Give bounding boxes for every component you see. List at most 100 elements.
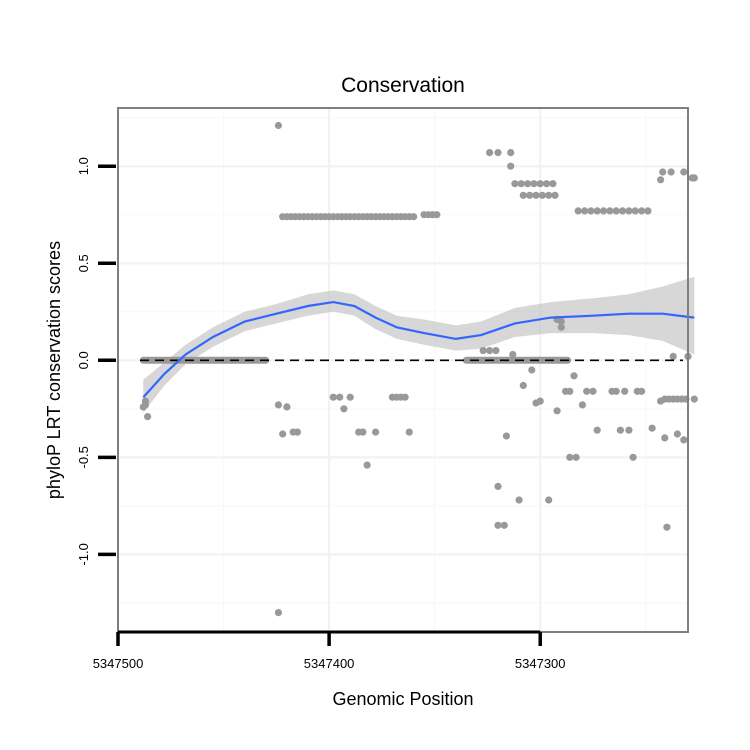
trend-line-layer: [142, 300, 695, 398]
confidence-band-layer: [143, 276, 695, 413]
data-point: [479, 347, 487, 355]
data-point: [502, 432, 510, 440]
data-point: [638, 207, 646, 215]
data-point: [526, 191, 534, 199]
data-point: [141, 397, 149, 405]
data-point: [545, 191, 553, 199]
data-point: [557, 323, 565, 331]
data-point: [524, 180, 532, 188]
data-point: [574, 207, 582, 215]
data-point: [657, 176, 665, 184]
data-point: [659, 168, 667, 176]
x-tick-label: 5347500: [93, 656, 144, 671]
data-point: [690, 174, 698, 182]
data-point: [669, 352, 677, 360]
data-point: [363, 461, 371, 469]
data-point: [583, 387, 591, 395]
data-point: [519, 191, 527, 199]
data-point: [549, 180, 557, 188]
data-point: [530, 180, 538, 188]
data-point: [144, 413, 152, 421]
data-point: [621, 387, 629, 395]
data-point: [410, 213, 418, 221]
data-point: [616, 426, 625, 434]
y-tick-label: 1.0: [76, 157, 91, 175]
y-axis-title: phyloP LRT conservation scores: [44, 241, 64, 499]
data-point: [359, 428, 367, 436]
data-point: [509, 350, 517, 359]
data-point: [612, 387, 620, 395]
data-point: [279, 430, 287, 438]
chart-title: Conservation: [341, 74, 465, 97]
data-point: [486, 149, 494, 157]
confidence-band: [143, 276, 695, 413]
y-tick-label: -0.5: [76, 446, 91, 468]
data-point: [690, 395, 698, 403]
data-point: [572, 453, 580, 461]
x-axis-title: Genomic Position: [332, 689, 473, 709]
data-point: [661, 434, 669, 442]
data-point: [515, 496, 523, 504]
data-point: [553, 407, 561, 415]
data-point: [536, 180, 544, 188]
data-point: [673, 430, 682, 438]
data-point: [644, 207, 652, 215]
data-point: [511, 180, 519, 188]
data-point: [612, 207, 620, 215]
data-point: [631, 207, 639, 215]
data-point: [638, 387, 646, 395]
data-point: [629, 453, 637, 461]
data-point: [667, 168, 675, 176]
data-point: [346, 393, 354, 401]
data-point: [519, 381, 527, 390]
data-point: [283, 403, 291, 411]
data-point: [663, 523, 671, 531]
data-point: [543, 180, 551, 188]
smooth-trend-line: [142, 300, 695, 398]
data-point: [536, 397, 544, 405]
x-tick-label: 5347300: [515, 656, 566, 671]
data-point: [606, 207, 614, 215]
axes: 5347500 5347400 5347300 1.0 0.5 0.0 -0.5 -1.0: [76, 157, 566, 671]
data-point: [625, 207, 633, 215]
data-point: [619, 207, 627, 215]
data-point: [433, 211, 441, 219]
data-point: [492, 347, 500, 355]
data-point: [538, 191, 546, 199]
data-point: [494, 482, 502, 490]
data-point: [557, 317, 565, 326]
data-point: [500, 521, 508, 529]
data-point: [293, 428, 301, 436]
data-point: [274, 401, 282, 409]
data-point: [517, 180, 525, 188]
data-point: [648, 424, 656, 432]
data-point: [507, 149, 515, 157]
data-point: [405, 428, 413, 436]
data-point: [528, 366, 536, 374]
data-point: [570, 372, 578, 380]
data-point: [494, 149, 502, 157]
data-point: [593, 426, 601, 434]
data-point: [532, 191, 540, 199]
y-tick-label: 0.5: [76, 254, 91, 272]
data-point: [486, 347, 494, 355]
data-point: [578, 401, 587, 409]
data-point: [589, 387, 597, 395]
data-point: [507, 162, 515, 170]
data-point: [340, 405, 348, 413]
data-point: [545, 496, 553, 504]
y-tick-label: 0.0: [76, 351, 91, 369]
data-point: [274, 121, 282, 130]
y-tick-label: -1.0: [76, 543, 91, 565]
data-point: [372, 428, 380, 436]
data-point: [600, 207, 608, 215]
grid: [116, 108, 688, 632]
data-point: [336, 393, 344, 401]
data-point: [587, 207, 595, 215]
data-point: [566, 387, 574, 395]
data-point: [593, 207, 601, 215]
data-point: [680, 168, 688, 176]
data-point: [329, 393, 337, 401]
data-point: [551, 191, 559, 199]
